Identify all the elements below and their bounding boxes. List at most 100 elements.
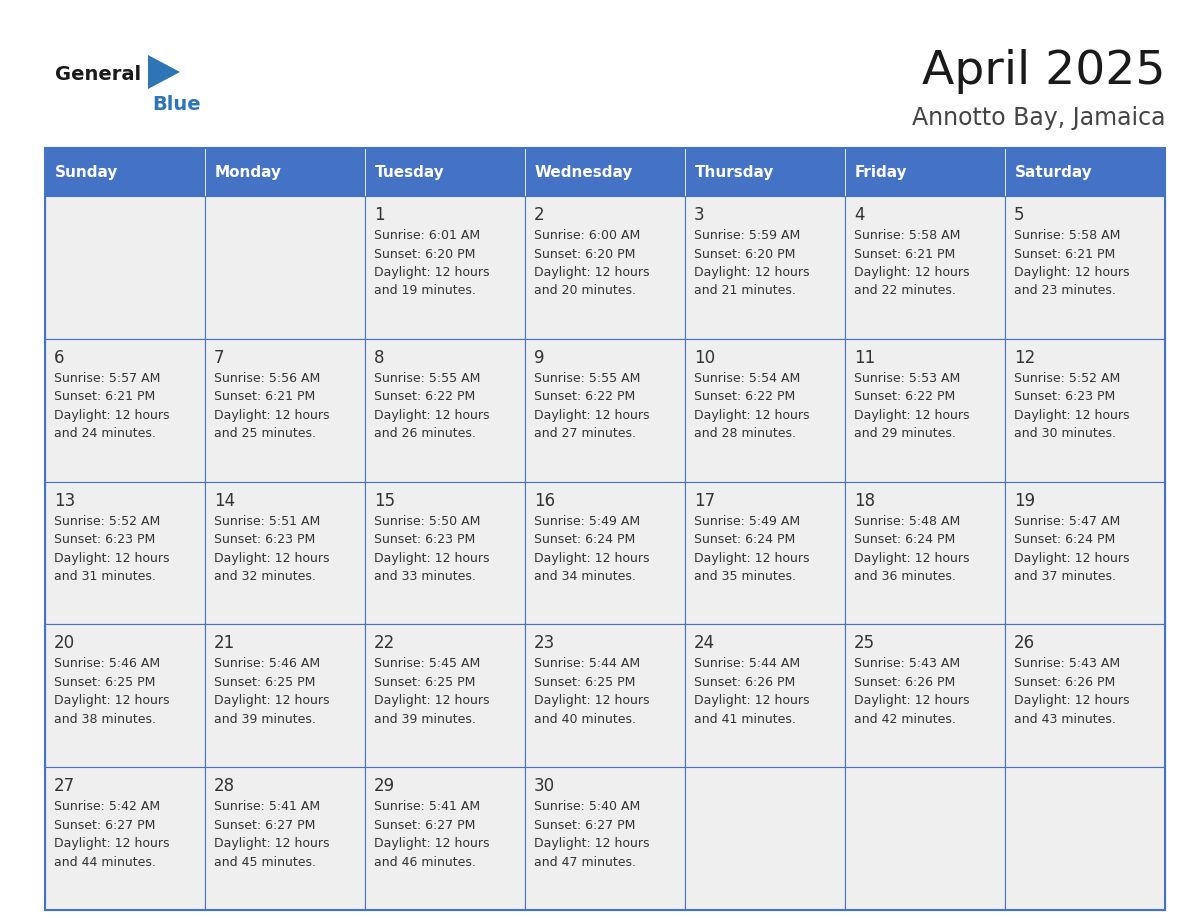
Text: 23: 23 xyxy=(533,634,555,653)
Text: Tuesday: Tuesday xyxy=(375,164,444,180)
Text: and 36 minutes.: and 36 minutes. xyxy=(854,570,956,583)
Bar xyxy=(206,339,365,482)
Text: and 38 minutes.: and 38 minutes. xyxy=(53,713,156,726)
Text: Sunset: 6:25 PM: Sunset: 6:25 PM xyxy=(53,676,156,688)
Text: Sunrise: 5:43 AM: Sunrise: 5:43 AM xyxy=(854,657,960,670)
Text: 20: 20 xyxy=(53,634,75,653)
Text: Saturday: Saturday xyxy=(1015,164,1093,180)
Text: Sunrise: 5:54 AM: Sunrise: 5:54 AM xyxy=(694,372,801,385)
Text: Daylight: 12 hours: Daylight: 12 hours xyxy=(374,694,489,708)
Text: 13: 13 xyxy=(53,492,75,509)
Bar xyxy=(525,196,685,339)
Bar xyxy=(845,482,1005,624)
Text: Sunrise: 5:50 AM: Sunrise: 5:50 AM xyxy=(374,515,480,528)
Text: Blue: Blue xyxy=(152,95,201,115)
Bar xyxy=(525,624,685,767)
Text: and 29 minutes.: and 29 minutes. xyxy=(854,427,956,441)
Bar xyxy=(845,148,1005,196)
Text: Sunrise: 5:55 AM: Sunrise: 5:55 AM xyxy=(533,372,640,385)
Bar xyxy=(365,339,525,482)
Text: Daylight: 12 hours: Daylight: 12 hours xyxy=(214,552,329,565)
Text: April 2025: April 2025 xyxy=(922,50,1165,95)
Text: Daylight: 12 hours: Daylight: 12 hours xyxy=(1015,409,1130,421)
Bar xyxy=(685,148,845,196)
Text: Thursday: Thursday xyxy=(695,164,775,180)
Text: Sunrise: 5:56 AM: Sunrise: 5:56 AM xyxy=(214,372,321,385)
Text: Wednesday: Wednesday xyxy=(535,164,633,180)
Bar xyxy=(365,482,525,624)
Text: Sunrise: 5:41 AM: Sunrise: 5:41 AM xyxy=(374,800,480,813)
Text: and 25 minutes.: and 25 minutes. xyxy=(214,427,316,441)
Text: 24: 24 xyxy=(694,634,715,653)
Bar xyxy=(845,767,1005,910)
Text: Sunset: 6:27 PM: Sunset: 6:27 PM xyxy=(214,819,315,832)
Text: and 23 minutes.: and 23 minutes. xyxy=(1015,285,1116,297)
Bar xyxy=(45,767,206,910)
Text: Sunrise: 5:58 AM: Sunrise: 5:58 AM xyxy=(854,229,960,242)
Bar xyxy=(45,339,206,482)
Text: Sunrise: 5:52 AM: Sunrise: 5:52 AM xyxy=(1015,372,1120,385)
Text: Daylight: 12 hours: Daylight: 12 hours xyxy=(533,694,650,708)
Text: Sunrise: 5:49 AM: Sunrise: 5:49 AM xyxy=(694,515,801,528)
Polygon shape xyxy=(148,55,181,89)
Text: Sunrise: 5:53 AM: Sunrise: 5:53 AM xyxy=(854,372,960,385)
Bar xyxy=(206,148,365,196)
Text: 21: 21 xyxy=(214,634,235,653)
Text: Sunrise: 5:42 AM: Sunrise: 5:42 AM xyxy=(53,800,160,813)
Text: Sunrise: 5:45 AM: Sunrise: 5:45 AM xyxy=(374,657,480,670)
Text: Daylight: 12 hours: Daylight: 12 hours xyxy=(374,266,489,279)
Bar xyxy=(525,339,685,482)
Text: Daylight: 12 hours: Daylight: 12 hours xyxy=(374,409,489,421)
Text: Daylight: 12 hours: Daylight: 12 hours xyxy=(694,266,809,279)
Text: and 39 minutes.: and 39 minutes. xyxy=(214,713,316,726)
Text: 22: 22 xyxy=(374,634,396,653)
Text: Sunrise: 6:01 AM: Sunrise: 6:01 AM xyxy=(374,229,480,242)
Text: Sunset: 6:22 PM: Sunset: 6:22 PM xyxy=(374,390,475,403)
Text: 3: 3 xyxy=(694,206,704,224)
Text: Daylight: 12 hours: Daylight: 12 hours xyxy=(854,266,969,279)
Text: Daylight: 12 hours: Daylight: 12 hours xyxy=(214,837,329,850)
Text: Sunset: 6:27 PM: Sunset: 6:27 PM xyxy=(53,819,156,832)
Text: Daylight: 12 hours: Daylight: 12 hours xyxy=(694,694,809,708)
Text: Annotto Bay, Jamaica: Annotto Bay, Jamaica xyxy=(911,106,1165,130)
Text: and 28 minutes.: and 28 minutes. xyxy=(694,427,796,441)
Text: Daylight: 12 hours: Daylight: 12 hours xyxy=(533,266,650,279)
Bar xyxy=(525,767,685,910)
Bar xyxy=(45,196,206,339)
Bar xyxy=(365,624,525,767)
Text: and 33 minutes.: and 33 minutes. xyxy=(374,570,476,583)
Bar xyxy=(45,624,206,767)
Text: Sunset: 6:20 PM: Sunset: 6:20 PM xyxy=(533,248,636,261)
Text: and 19 minutes.: and 19 minutes. xyxy=(374,285,476,297)
Text: and 43 minutes.: and 43 minutes. xyxy=(1015,713,1116,726)
Text: and 46 minutes.: and 46 minutes. xyxy=(374,856,476,868)
Text: Sunset: 6:25 PM: Sunset: 6:25 PM xyxy=(374,676,475,688)
Text: 17: 17 xyxy=(694,492,715,509)
Bar xyxy=(1005,196,1165,339)
Text: and 47 minutes.: and 47 minutes. xyxy=(533,856,636,868)
Text: and 45 minutes.: and 45 minutes. xyxy=(214,856,316,868)
Text: 1: 1 xyxy=(374,206,385,224)
Text: and 37 minutes.: and 37 minutes. xyxy=(1015,570,1116,583)
Text: Sunset: 6:26 PM: Sunset: 6:26 PM xyxy=(1015,676,1116,688)
Text: Daylight: 12 hours: Daylight: 12 hours xyxy=(214,409,329,421)
Text: 7: 7 xyxy=(214,349,225,367)
Text: Sunset: 6:20 PM: Sunset: 6:20 PM xyxy=(374,248,475,261)
Text: and 34 minutes.: and 34 minutes. xyxy=(533,570,636,583)
Text: Sunset: 6:21 PM: Sunset: 6:21 PM xyxy=(53,390,156,403)
Text: Daylight: 12 hours: Daylight: 12 hours xyxy=(53,409,170,421)
Text: 6: 6 xyxy=(53,349,64,367)
Text: Sunrise: 5:57 AM: Sunrise: 5:57 AM xyxy=(53,372,160,385)
Text: 5: 5 xyxy=(1015,206,1024,224)
Text: Sunset: 6:22 PM: Sunset: 6:22 PM xyxy=(854,390,955,403)
Text: Daylight: 12 hours: Daylight: 12 hours xyxy=(1015,694,1130,708)
Text: and 22 minutes.: and 22 minutes. xyxy=(854,285,956,297)
Text: 11: 11 xyxy=(854,349,876,367)
Text: Daylight: 12 hours: Daylight: 12 hours xyxy=(53,552,170,565)
Bar xyxy=(525,482,685,624)
Bar xyxy=(845,339,1005,482)
Text: Sunrise: 5:46 AM: Sunrise: 5:46 AM xyxy=(53,657,160,670)
Text: Sunrise: 5:44 AM: Sunrise: 5:44 AM xyxy=(533,657,640,670)
Text: Sunset: 6:25 PM: Sunset: 6:25 PM xyxy=(533,676,636,688)
Text: 14: 14 xyxy=(214,492,235,509)
